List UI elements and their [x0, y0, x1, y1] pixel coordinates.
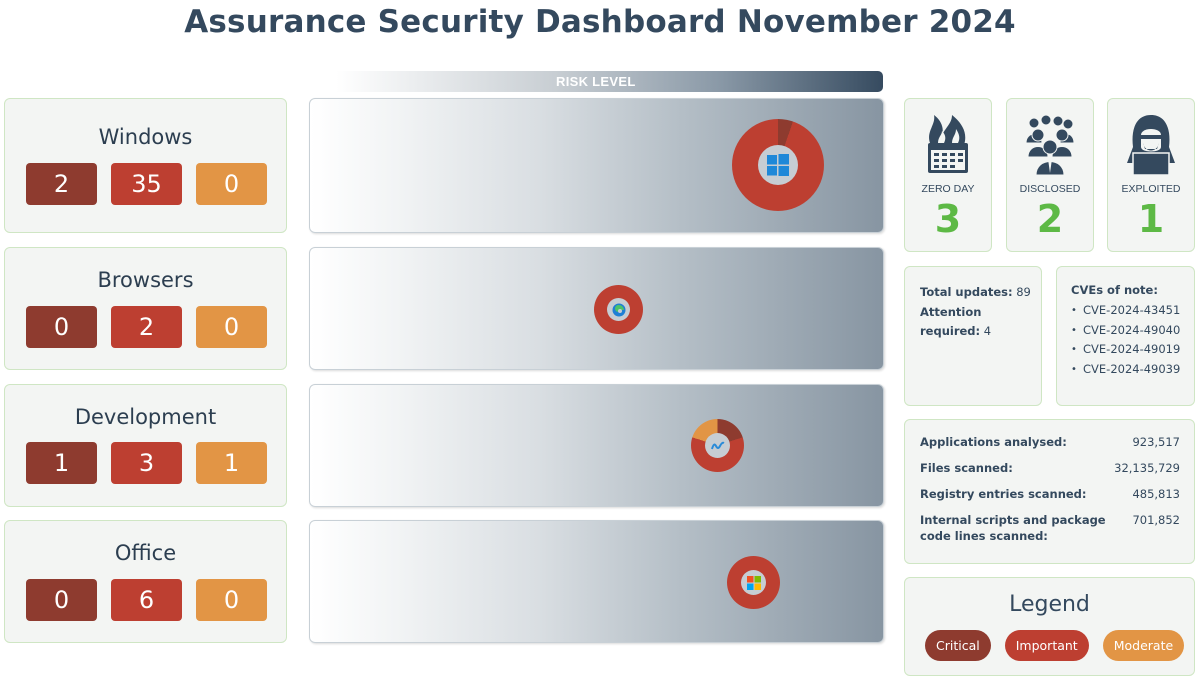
scan-value: 485,813: [1132, 487, 1180, 501]
category-card-windows: Windows 2 35 0: [4, 98, 287, 233]
scan-statistics-card: Applications analysed: 923,517 Files sca…: [904, 419, 1195, 564]
legend-title: Legend: [1009, 592, 1090, 617]
category-name: Development: [74, 405, 217, 429]
scan-label: Files scanned:: [920, 461, 1013, 475]
legend-card: Legend Critical Important Moderate: [904, 577, 1195, 676]
crowd-people-icon: [1025, 114, 1075, 175]
legend-critical: Critical: [925, 630, 991, 661]
stat-value: 1: [1137, 197, 1165, 241]
page-title: Assurance Security Dashboard November 20…: [184, 4, 1016, 40]
dotnet-logo-icon: [710, 441, 724, 449]
stat-value: 3: [934, 197, 962, 241]
moderate-count: 1: [196, 442, 267, 484]
cves-of-note-card: CVEs of note: CVE-2024-43451 CVE-2024-49…: [1056, 266, 1195, 406]
risk-panel-office: [309, 520, 884, 643]
risk-level-label: RISK LEVEL: [556, 74, 636, 89]
scan-row-files: Files scanned: 32,135,729: [920, 460, 1180, 476]
risk-panel-windows: [309, 98, 884, 233]
moderate-count: 0: [196, 306, 267, 348]
scan-row-scripts: Internal scripts and package code lines …: [920, 512, 1180, 544]
legend-important: Important: [1004, 630, 1089, 661]
office-risk-donut: [727, 556, 780, 609]
scan-label: Applications analysed:: [920, 435, 1067, 449]
moderate-count: 0: [196, 163, 267, 205]
scan-value: 923,517: [1132, 435, 1180, 449]
critical-count: 2: [26, 163, 97, 205]
cve-item: CVE-2024-49039: [1071, 360, 1194, 380]
important-count: 35: [111, 163, 182, 205]
windows-logo-icon: [767, 154, 789, 176]
windows-risk-donut: [732, 119, 824, 211]
category-card-browsers: Browsers 0 2 0: [4, 247, 287, 370]
stat-card-disclosed: DISCLOSED 2: [1006, 98, 1094, 252]
microsoft-office-logo-icon: [746, 575, 761, 590]
category-name: Office: [114, 541, 177, 565]
important-count: 3: [111, 442, 182, 484]
cve-list: CVE-2024-43451 CVE-2024-49040 CVE-2024-4…: [1071, 301, 1194, 379]
critical-count: 0: [26, 579, 97, 621]
total-updates-label: Total updates:: [920, 285, 1013, 299]
scan-row-registry: Registry entries scanned: 485,813: [920, 486, 1180, 502]
browsers-risk-donut: [594, 285, 643, 334]
scan-value: 32,135,729: [1114, 461, 1180, 475]
hooded-hacker-icon: [1127, 115, 1175, 175]
cves-heading: CVEs of note:: [1071, 283, 1158, 297]
attention-required-label: Attention required:: [920, 304, 982, 339]
updates-summary-card: Total updates: 89 Attention required: 4: [904, 266, 1042, 406]
cve-item: CVE-2024-49019: [1071, 340, 1194, 360]
development-risk-donut: [691, 419, 744, 472]
stat-card-exploited: EXPLOITED 1: [1107, 98, 1195, 252]
category-card-office: Office 0 6 0: [4, 520, 287, 643]
scan-value: 701,852: [1132, 513, 1180, 527]
scan-label: Internal scripts and package code lines …: [920, 513, 1106, 543]
category-card-development: Development 1 3 1: [4, 384, 287, 507]
category-name: Windows: [98, 125, 193, 149]
scan-row-applications: Applications analysed: 923,517: [920, 434, 1180, 450]
stat-label: DISCLOSED: [1019, 183, 1081, 195]
stat-card-zero-day: ZERO DAY 3: [904, 98, 992, 252]
cve-item: CVE-2024-49040: [1071, 321, 1194, 341]
risk-level-gradient-bar: RISK LEVEL: [336, 71, 883, 92]
critical-count: 0: [26, 306, 97, 348]
risk-panel-browsers: [309, 247, 884, 370]
moderate-count: 0: [196, 579, 267, 621]
attention-required-value: 4: [983, 324, 992, 338]
important-count: 2: [111, 306, 182, 348]
legend-moderate: Moderate: [1102, 630, 1185, 661]
stat-label: EXPLOITED: [1121, 183, 1181, 195]
total-updates-value: 89: [1016, 285, 1031, 299]
stat-value: 2: [1036, 197, 1064, 241]
edge-logo-icon: [612, 303, 625, 316]
risk-panel-development: [309, 384, 884, 507]
stat-label: ZERO DAY: [921, 183, 975, 195]
calendar-fire-icon: [928, 115, 968, 173]
category-name: Browsers: [97, 268, 194, 292]
critical-count: 1: [26, 442, 97, 484]
cve-item: CVE-2024-43451: [1071, 301, 1194, 321]
important-count: 6: [111, 579, 182, 621]
scan-label: Registry entries scanned:: [920, 487, 1087, 501]
